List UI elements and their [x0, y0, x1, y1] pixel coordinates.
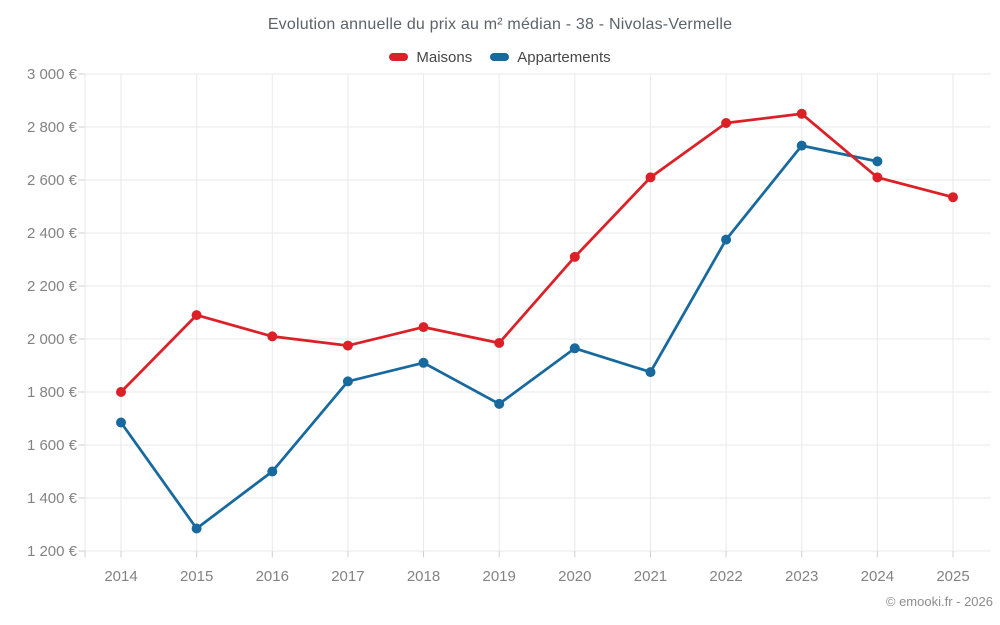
data-point-maisons-2022[interactable]: [721, 118, 732, 128]
y-axis-label: 2 200 €: [27, 278, 78, 295]
data-point-maisons-2020[interactable]: [569, 251, 580, 262]
y-axis-label: 2 000 €: [27, 331, 78, 348]
data-point-appartements-2018[interactable]: [418, 357, 429, 368]
data-point-appartements-2017[interactable]: [342, 376, 353, 387]
x-axis-label: 2014: [104, 568, 137, 585]
data-point-appartements-2019[interactable]: [494, 398, 505, 409]
data-point-maisons-2024[interactable]: [872, 172, 883, 183]
data-point-appartements-2016[interactable]: [267, 466, 278, 477]
data-point-maisons-2018[interactable]: [418, 322, 429, 333]
data-point-appartements-2015[interactable]: [191, 523, 202, 534]
y-axis-label: 3 000 €: [27, 66, 78, 83]
copyright-text: © emooki.fr - 2026: [885, 594, 993, 609]
data-point-maisons-2015[interactable]: [191, 310, 202, 321]
y-axis-label: 1 200 €: [27, 543, 78, 560]
x-axis-label: 2017: [331, 568, 364, 585]
data-point-maisons-2016[interactable]: [267, 331, 278, 342]
chart-legend: Maisons Appartements: [0, 47, 1000, 67]
appartements-swatch-icon: [490, 53, 510, 61]
data-point-maisons-2023[interactable]: [796, 108, 807, 119]
data-point-maisons-2021[interactable]: [645, 172, 656, 183]
x-axis-label: 2020: [558, 568, 591, 585]
chart-title: Evolution annuelle du prix au m² médian …: [267, 16, 733, 33]
x-axis-label: 2025: [936, 568, 969, 585]
data-point-appartements-2023[interactable]: [796, 140, 807, 151]
data-point-appartements-2022[interactable]: [721, 234, 732, 245]
data-point-maisons-2025[interactable]: [948, 192, 958, 203]
maisons-swatch-icon: [389, 53, 409, 61]
data-point-appartements-2024[interactable]: [872, 156, 883, 167]
data-point-appartements-2014[interactable]: [116, 417, 126, 428]
data-point-maisons-2017[interactable]: [342, 340, 353, 351]
data-point-appartements-2020[interactable]: [569, 343, 580, 354]
series-line-maisons: [119, 112, 955, 394]
y-axis-label: 1 400 €: [27, 490, 78, 507]
data-point-appartements-2021[interactable]: [645, 367, 656, 378]
x-axis-label: 2021: [634, 568, 667, 585]
data-point-maisons-2019[interactable]: [494, 338, 505, 348]
legend-label-maisons: Maisons: [416, 48, 473, 66]
legend-label-appartements: Appartements: [517, 48, 611, 66]
y-axis-label: 2 800 €: [27, 119, 78, 136]
x-axis-label: 2018: [407, 568, 440, 585]
x-axis-label: 2016: [256, 568, 289, 585]
legend-item-appartements[interactable]: Appartements: [490, 48, 611, 66]
x-axis-label: 2019: [482, 568, 515, 585]
y-axis-label: 1 800 €: [27, 384, 78, 401]
data-point-maisons-2014[interactable]: [116, 387, 126, 397]
legend-item-maisons[interactable]: Maisons: [389, 49, 472, 66]
x-axis-label: 2022: [709, 568, 742, 585]
y-axis-label: 1 600 €: [27, 437, 78, 454]
y-axis-label: 2 400 €: [27, 225, 78, 242]
x-axis-label: 2023: [785, 568, 818, 585]
x-axis-label: 2015: [180, 568, 213, 585]
x-axis-label: 2024: [861, 568, 894, 585]
y-axis-label: 2 600 €: [27, 172, 78, 189]
